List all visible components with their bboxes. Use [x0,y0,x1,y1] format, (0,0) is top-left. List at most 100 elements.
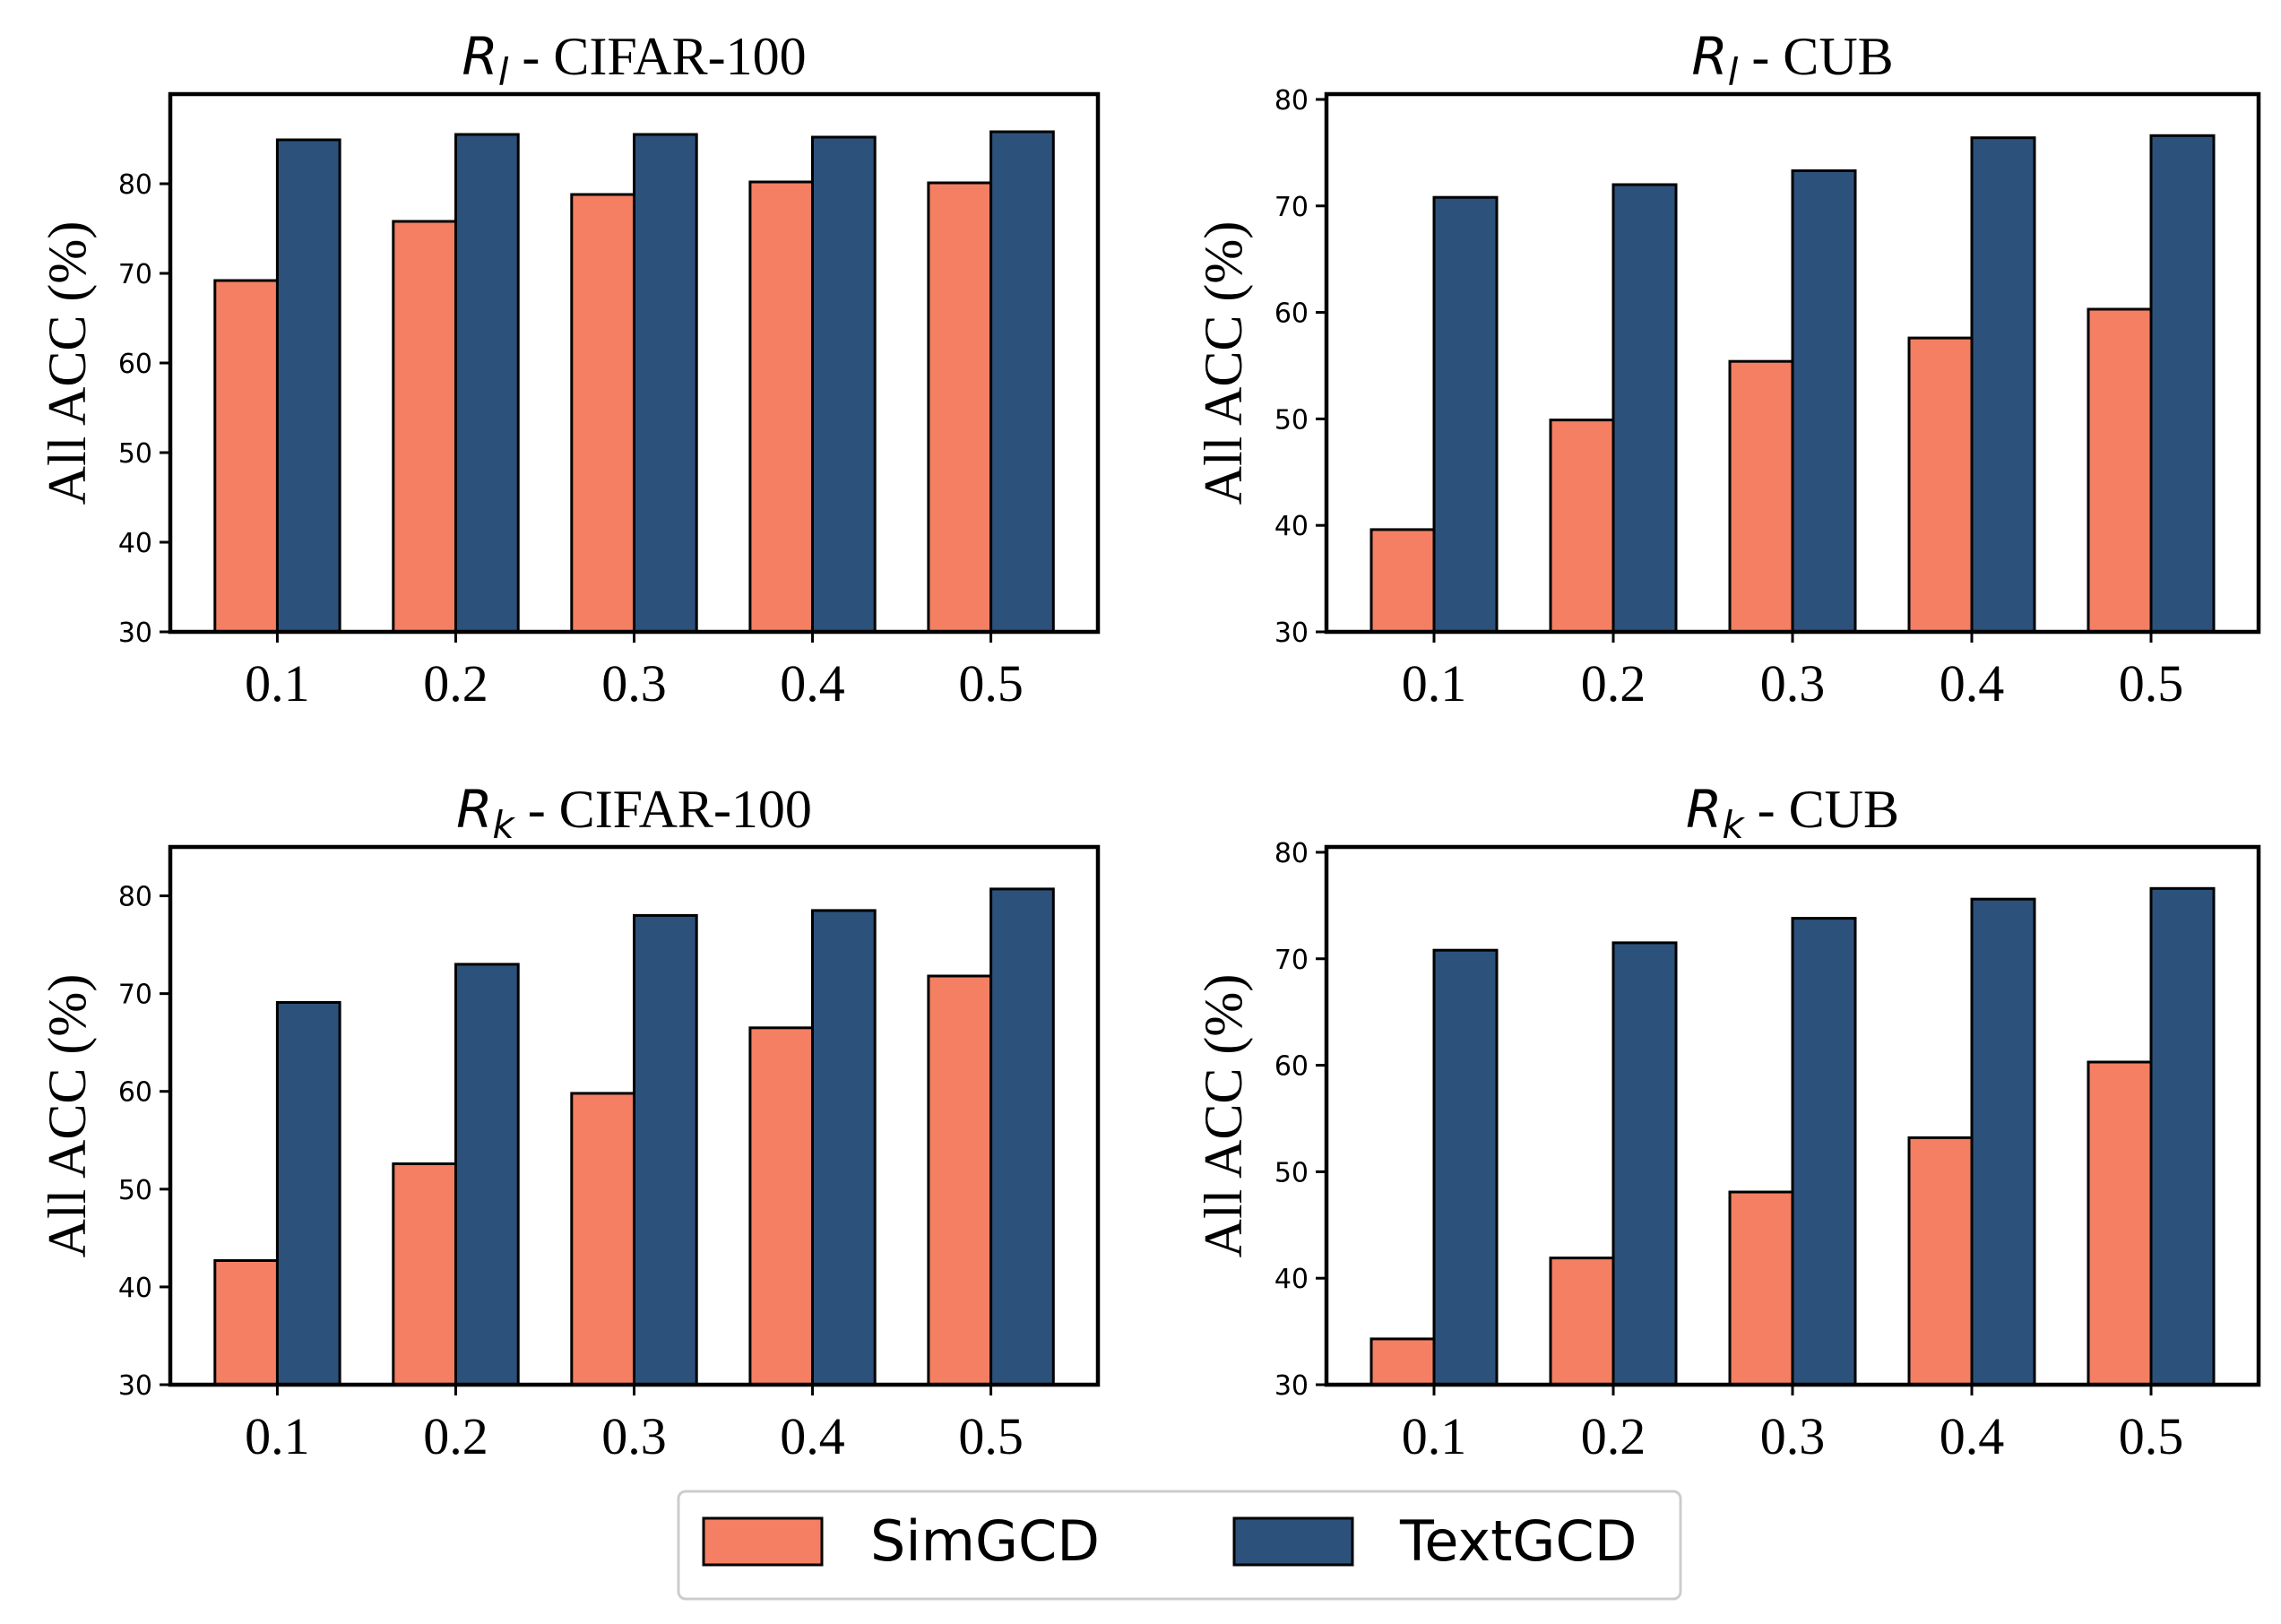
x-tick-label: 0.5 [958,654,1024,713]
title-subscript: k [492,803,515,847]
y-tick-label: 30 [1274,618,1309,649]
bar-simgcd-0_1 [1369,528,1436,634]
y-tick-label: 30 [118,618,152,649]
title-symbol: R [456,779,492,840]
bar-textgcd-0_2 [1611,941,1678,1386]
y-tick-label: 40 [118,1273,152,1304]
x-tick-label: 0.1 [245,654,310,713]
bar-simgcd-0_3 [1728,359,1794,634]
title-subscript: l [498,50,509,94]
bar-textgcd-0_3 [633,913,698,1386]
bar-simgcd-0_2 [1549,419,1615,634]
y-tick-label: 50 [1274,1157,1309,1188]
bar-simgcd-0_2 [1549,1257,1615,1386]
bar-textgcd-0_1 [275,138,341,634]
x-tick-label: 0.1 [1402,1407,1467,1465]
x-tick-label: 0.2 [1581,1407,1646,1465]
title-symbol: R [462,26,497,87]
bar-textgcd-0_1 [275,1001,341,1386]
y-tick-label: 60 [1274,298,1309,330]
x-tick-label: 0.3 [601,1407,667,1465]
bar-textgcd-0_5 [989,887,1055,1386]
x-tick-label: 0.1 [1402,654,1467,713]
chart-panels: 30 40 50 60 70 80 0.1 0.2 0.3 0.4 0.5 All ACC (%) Rl… [38,26,2261,1465]
bar-simgcd-0_1 [1369,1337,1436,1386]
chart-panel-2: 30 40 50 60 70 80 0.1 0.2 0.3 0.4 0.5 All ACC (%) Rl… [1194,26,2261,713]
y-tick-label: 70 [118,259,152,290]
title-subscript: l [1728,50,1739,94]
bar-simgcd-0_3 [570,193,635,634]
bar-textgcd-0_4 [1970,136,2036,634]
bar-textgcd-0_4 [811,135,877,634]
chart-title: Rl - CUB [1691,26,1893,94]
x-tick-label: 0.2 [423,654,488,713]
bar-simgcd-0_3 [570,1092,635,1386]
bar-simgcd-0_2 [392,220,457,634]
bar-textgcd-0_5 [2149,886,2216,1386]
bar-simgcd-0_5 [927,181,993,634]
bar-simgcd-0_4 [1907,1136,1974,1386]
bar-textgcd-0_3 [1791,169,1857,634]
bar-textgcd-0_4 [811,909,877,1386]
bar-textgcd-0_2 [454,133,520,634]
bar-simgcd-0_5 [2087,307,2153,634]
y-axis-label: All ACC (%) [1194,974,1253,1258]
bar-textgcd-0_4 [1970,897,2036,1386]
title-symbol: R [1686,779,1722,840]
x-tick-label: 0.5 [2119,654,2184,713]
bar-simgcd-0_3 [1728,1190,1794,1386]
title-text: - CIFAR-100 [508,27,806,86]
y-tick-label: 50 [1274,404,1309,436]
x-tick-label: 0.4 [780,1407,845,1465]
y-tick-label: 80 [1274,838,1309,869]
y-axis-label: All ACC (%) [38,221,97,505]
y-tick-label: 80 [118,169,152,201]
legend-label-textgcd: TextGCD [1399,1508,1637,1574]
chart-panel-3: 30 40 50 60 70 80 0.1 0.2 0.3 0.4 0.5 All ACC (%) Rk… [38,779,1101,1465]
y-tick-label: 60 [118,1077,152,1109]
x-tick-label: 0.3 [601,654,667,713]
y-tick-label: 60 [1274,1051,1309,1083]
x-tick-label: 0.2 [1581,654,1646,713]
legend-frame [677,1490,1682,1601]
chart-title: Rk - CUB [1686,779,1899,847]
y-axis-label: All ACC (%) [1194,221,1253,505]
bar-simgcd-0_4 [748,1026,815,1386]
x-tick-label: 0.4 [1940,1407,2005,1465]
chart-title: Rk - CIFAR-100 [456,779,812,847]
legend: SimGCD TextGCD [677,1490,1682,1601]
bar-textgcd-0_2 [454,963,520,1386]
bar-textgcd-0_1 [1432,948,1499,1386]
title-text: - CUB [1744,780,1899,839]
legend-label-simgcd: SimGCD [870,1508,1100,1574]
title-subscript: k [1722,803,1745,847]
bar-textgcd-0_5 [2149,134,2216,634]
x-tick-label: 0.3 [1760,654,1826,713]
legend-swatch-simgcd [702,1516,824,1567]
bar-simgcd-0_1 [213,279,279,634]
bar-simgcd-0_4 [1907,336,1974,634]
bar-textgcd-0_3 [1791,917,1857,1386]
legend-swatch-textgcd [1232,1516,1354,1567]
chart-panel-4: 30 40 50 60 70 80 0.1 0.2 0.3 0.4 0.5 All ACC (%) Rk… [1194,779,2261,1465]
chart-panel-1: 30 40 50 60 70 80 0.1 0.2 0.3 0.4 0.5 All ACC (%) Rl… [38,26,1101,713]
y-tick-label: 80 [118,882,152,913]
y-axis-label: All ACC (%) [38,974,97,1258]
x-tick-label: 0.4 [780,654,845,713]
y-tick-label: 30 [118,1370,152,1402]
x-tick-label: 0.3 [1760,1407,1826,1465]
y-tick-label: 30 [1274,1370,1309,1402]
y-tick-label: 40 [118,528,152,559]
bar-textgcd-0_3 [633,133,698,634]
title-text: - CIFAR-100 [514,780,812,839]
bar-simgcd-0_2 [392,1162,457,1386]
x-tick-label: 0.2 [423,1407,488,1465]
y-tick-label: 70 [1274,945,1309,976]
x-tick-label: 0.1 [245,1407,310,1465]
bar-simgcd-0_4 [748,180,815,634]
y-tick-label: 70 [118,980,152,1011]
x-tick-label: 0.4 [1940,654,2005,713]
y-tick-label: 50 [118,438,152,470]
bar-textgcd-0_5 [989,130,1055,634]
